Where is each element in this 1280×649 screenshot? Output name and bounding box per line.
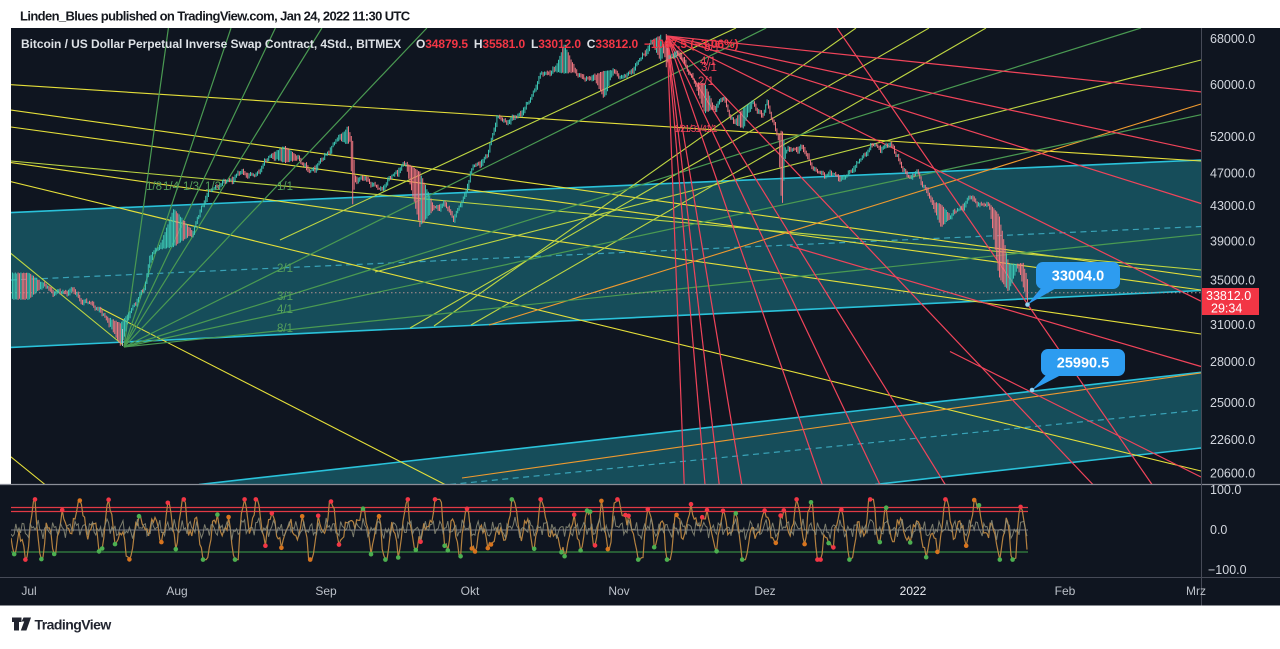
svg-text:20600.0: 20600.0: [1210, 467, 1255, 481]
svg-text:Bitcoin / US Dollar Perpetual: Bitcoin / US Dollar Perpetual Inverse Sw…: [21, 37, 401, 51]
svg-text:22600.0: 22600.0: [1210, 433, 1255, 447]
svg-text:52000.0: 52000.0: [1210, 130, 1255, 144]
svg-text:28000.0: 28000.0: [1210, 355, 1255, 369]
svg-text:1/1: 1/1: [277, 181, 293, 193]
svg-text:3/1: 3/1: [701, 62, 717, 74]
svg-text:35000.0: 35000.0: [1210, 274, 1255, 288]
svg-text:Jul: Jul: [21, 584, 36, 598]
svg-text:2022: 2022: [900, 584, 927, 598]
svg-text:33812.0: 33812.0: [1206, 289, 1251, 303]
svg-text:Mrz: Mrz: [1186, 584, 1206, 598]
svg-text:8/1: 8/1: [704, 42, 720, 54]
svg-text:43000.0: 43000.0: [1210, 199, 1255, 213]
svg-text:−100.0: −100.0: [1208, 563, 1247, 577]
svg-text:1/21/31/41/1: 1/21/31/41/1: [674, 124, 718, 135]
svg-text:4/1: 4/1: [700, 56, 716, 68]
svg-text:Sep: Sep: [315, 584, 337, 598]
svg-text:Nov: Nov: [608, 584, 629, 598]
svg-text:29:34: 29:34: [1211, 302, 1242, 316]
svg-text:47000.0: 47000.0: [1210, 167, 1255, 181]
svg-text:60000.0: 60000.0: [1210, 78, 1255, 92]
svg-text:O34879.5 H35581.0 L33012.0 C33: O34879.5 H35581.0 L33012.0 C33812.0 −106…: [416, 37, 739, 51]
svg-text:0.0: 0.0: [1210, 523, 1227, 537]
svg-text:1/8: 1/8: [146, 181, 162, 193]
svg-text:31000.0: 31000.0: [1210, 318, 1255, 332]
svg-text:39000.0: 39000.0: [1210, 234, 1255, 248]
svg-text:3/1: 3/1: [277, 291, 293, 303]
svg-text:1/2: 1/2: [205, 181, 221, 193]
svg-text:Feb: Feb: [1055, 584, 1076, 598]
svg-text:Dez: Dez: [754, 584, 775, 598]
svg-text:25000.0: 25000.0: [1210, 396, 1255, 410]
svg-text:Linden_Blues published on Trad: Linden_Blues published on TradingView.co…: [20, 9, 411, 24]
svg-text:100.0: 100.0: [1210, 483, 1241, 497]
svg-text:33004.0: 33004.0: [1052, 269, 1104, 285]
svg-text:1/4: 1/4: [163, 181, 180, 193]
svg-text:TradingView: TradingView: [35, 617, 112, 633]
svg-text:68000.0: 68000.0: [1210, 32, 1255, 46]
svg-text:25990.5: 25990.5: [1057, 356, 1109, 372]
svg-text:2/1: 2/1: [698, 76, 714, 88]
svg-text:4/1: 4/1: [277, 304, 293, 316]
svg-text:8/1: 8/1: [277, 323, 293, 335]
svg-text:2/1: 2/1: [277, 263, 293, 275]
svg-text:1/3: 1/3: [183, 181, 199, 193]
svg-text:Aug: Aug: [166, 584, 187, 598]
svg-text:Okt: Okt: [461, 584, 480, 598]
